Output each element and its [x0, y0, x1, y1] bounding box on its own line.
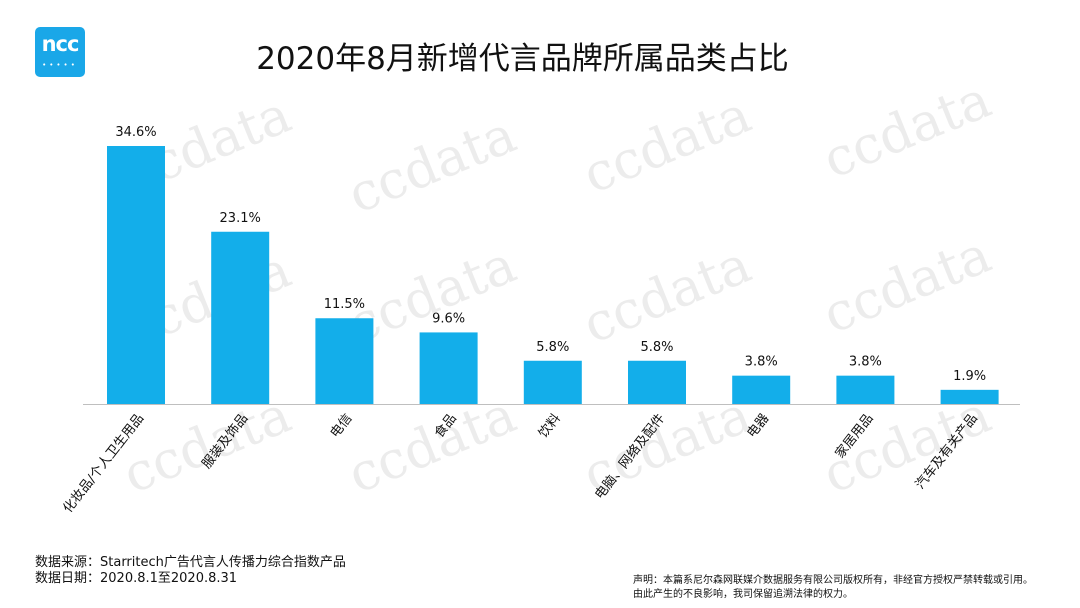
category-tick-label: 食品 [431, 411, 460, 441]
bar [315, 318, 374, 404]
category-tick-label: 电器 [745, 411, 773, 441]
bar [107, 146, 165, 404]
data-label: 1.9% [953, 369, 986, 384]
data-label: 34.6% [115, 125, 156, 140]
data-label: 23.1% [220, 211, 261, 226]
category-tick-label: 化妆品/个人卫生用品 [61, 411, 148, 516]
data-label: 11.5% [324, 297, 365, 312]
data-label: 9.6% [432, 311, 465, 326]
bar [419, 332, 478, 404]
bar [523, 360, 582, 404]
footer-source-block: 数据来源：Starritech广告代言人传播力综合指数产品 数据日期：2020.… [35, 555, 346, 587]
logo-dots: ••••• [42, 61, 78, 69]
category-tick-label: 电脑、网络及配件 [592, 411, 669, 503]
category-tick-label: 电信 [328, 411, 356, 441]
disclaimer-line-1: 声明：本篇系尼尔森网联媒介数据服务有限公司版权所有，非经官方授权严禁转载或引用。 [633, 575, 1033, 586]
bar [211, 231, 270, 404]
disclaimer-block: 声明：本篇系尼尔森网联媒介数据服务有限公司版权所有，非经官方授权严禁转载或引用。… [633, 574, 1033, 602]
bar [732, 375, 791, 404]
logo-text: ncc [41, 32, 80, 56]
data-label: 5.8% [640, 340, 673, 355]
data-source: 数据来源：Starritech广告代言人传播力综合指数产品 [35, 555, 346, 570]
bar [836, 375, 895, 404]
category-tick-label: 服装及饰品 [200, 411, 252, 471]
chart-title: 2020年8月新增代言品牌所属品类占比 [256, 41, 789, 77]
category-tick-label: 饮料 [536, 411, 564, 441]
disclaimer-line-2: 由此产生的不良影响，我司保留追溯法律的权力。 [633, 589, 853, 600]
data-date: 数据日期：2020.8.1至2020.8.31 [35, 571, 238, 586]
bar [628, 360, 686, 404]
data-label: 3.8% [849, 355, 882, 370]
ncc-logo: ncc ••••• [35, 27, 85, 77]
bar [940, 389, 999, 404]
category-tick-label: 家居用品 [832, 411, 877, 462]
data-label: 5.8% [536, 340, 569, 355]
data-label: 3.8% [745, 355, 778, 370]
category-tick-label: 汽车及有关产品 [912, 411, 981, 493]
